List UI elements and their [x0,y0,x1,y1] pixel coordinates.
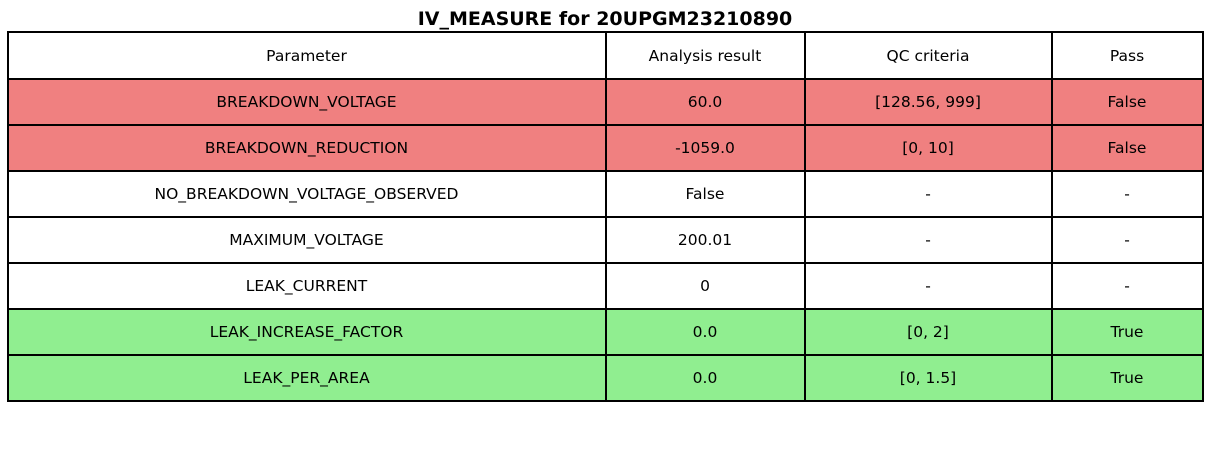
analysis-result-cell: 0.0 [604,354,806,402]
pass-cell: False [1050,78,1204,126]
table-row: MAXIMUM_VOLTAGE 200.01- - [6,216,1204,264]
qc-criteria-cell: - [803,170,1053,218]
analysis-result-cell: 0 [604,262,806,310]
parameter-cell: NO_BREAKDOWN_VOLTAGE_OBSERVED [6,170,607,218]
qc-criteria-cell: - [803,216,1053,264]
column-header-analysis-result: Analysis result [604,31,806,80]
pass-cell: - [1050,262,1204,310]
table-row: NO_BREAKDOWN_VOLTAGE_OBSERVED False - - [6,170,1204,218]
qc-criteria-cell: - [803,262,1053,310]
pass-cell: - [1050,216,1204,264]
qc-criteria-cell: [0, 1.5] [803,354,1053,402]
qc-table-body: BREAKDOWN_VOLTAGE 60.0 [128.56, 999] False B… [6,78,1204,402]
analysis-result-cell: -1059.0 [604,124,806,172]
column-header-pass: Pass [1050,31,1204,80]
analysis-result-cell: 0.0 [604,308,806,356]
parameter-cell: BREAKDOWN_REDUCTION [6,124,607,172]
table-row: LEAK_PER_AREA 0.0 [0, 1.5] True [6,354,1204,402]
table-row: BREAKDOWN_VOLTAGE 60.0 [128.56, 999] False [6,78,1204,126]
analysis-result-cell: 60.0 [604,78,806,126]
qc-criteria-cell: [0, 10] [803,124,1053,172]
column-header-parameter: Parameter [6,31,607,80]
parameter-cell: MAXIMUM_VOLTAGE [6,216,607,264]
pass-cell: - [1050,170,1204,218]
qc-table-header: Parameter Analysis result QC criteria Pa… [6,31,1204,80]
pass-cell: False [1050,124,1204,172]
page-title: IV_MEASURE for 20UPGM23210890 [417,8,793,30]
qc-table: Parameter Analysis result QC criteria Pa… [6,31,1204,402]
qc-criteria-cell: [128.56, 999] [803,78,1053,126]
pass-cell: True [1050,354,1204,402]
parameter-cell: LEAK_PER_AREA [6,354,607,402]
table-row: BREAKDOWN_REDUCTION -1059.0 [0, 10] False [6,124,1204,172]
column-header-qc-criteria: QC criteria [803,31,1053,80]
qc-criteria-cell: [0, 2] [803,308,1053,356]
analysis-result-cell: False [604,170,806,218]
parameter-cell: LEAK_INCREASE_FACTOR [6,308,607,356]
parameter-cell: LEAK_CURRENT [6,262,607,310]
pass-cell: True [1050,308,1204,356]
analysis-result-cell: 200.01 [604,216,806,264]
table-row: LEAK_INCREASE_FACTOR 0.0 [0, 2] True [6,308,1204,356]
parameter-cell: BREAKDOWN_VOLTAGE [6,78,607,126]
header-row: Parameter Analysis result QC criteria Pa… [6,31,1204,80]
table-row: LEAK_CURRENT 0- - [6,262,1204,310]
